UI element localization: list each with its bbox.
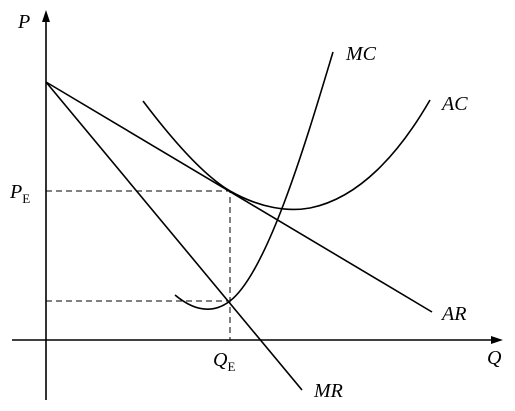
price-label: PE	[9, 181, 30, 206]
ar-curve	[45, 81, 433, 313]
mr-curve	[45, 81, 303, 391]
ac-label: AC	[440, 93, 468, 115]
quantity-label: QE	[213, 349, 235, 374]
price-main: P	[9, 181, 22, 203]
quantity-sub: E	[227, 359, 235, 374]
mr-label: MR	[313, 380, 343, 402]
quantity-main: Q	[213, 349, 228, 371]
x-axis-label: Q	[487, 347, 502, 369]
price-sub: E	[22, 191, 30, 206]
equilibrium-guide	[46, 190, 231, 340]
mc-label: MC	[345, 43, 377, 65]
x-arrow	[491, 336, 503, 344]
ac-curve	[142, 99, 431, 211]
ar-label: AR	[440, 303, 466, 325]
mc-curve	[174, 51, 334, 310]
y-axis-label: P	[17, 11, 30, 33]
y-arrow	[42, 10, 50, 22]
